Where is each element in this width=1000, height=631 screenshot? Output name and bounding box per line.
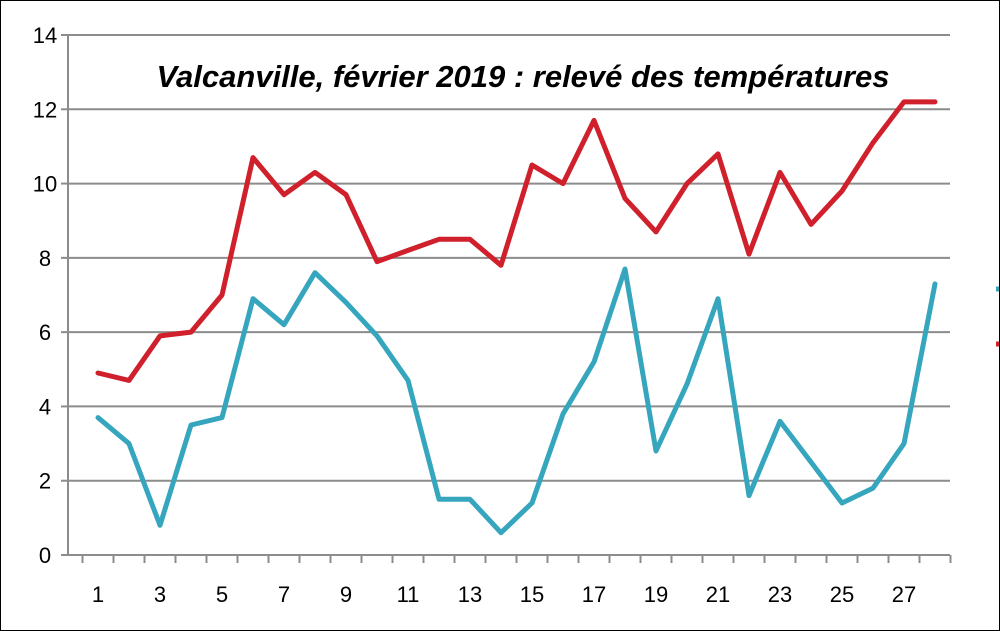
- x-tick-label: 27: [892, 582, 916, 607]
- y-tick-label: 10: [33, 172, 57, 197]
- x-tick-label: 25: [830, 582, 854, 607]
- series-line-1: [95, 99, 938, 383]
- gridlines: [68, 34, 950, 482]
- x-tick-label: 9: [340, 582, 352, 607]
- y-tick-label: 12: [33, 97, 57, 122]
- x-tick-label: 11: [397, 582, 420, 607]
- x-tick-label: 13: [458, 582, 482, 607]
- x-tick-label: 3: [154, 582, 166, 607]
- chart-title: Valcanville, février 2019 : relevé des t…: [157, 59, 890, 94]
- y-tick-labels: 0 2 4 6 8 10 12 14: [33, 23, 57, 568]
- y-tick-label: 0: [39, 543, 51, 568]
- y-tick-label: 4: [39, 394, 51, 419]
- series-line-2: [95, 266, 938, 536]
- legend-stubs: [996, 286, 999, 347]
- series-lines: [95, 99, 938, 536]
- x-tick-label: 15: [520, 582, 544, 607]
- y-tick-label: 14: [33, 23, 57, 48]
- axes: [61, 34, 952, 563]
- x-tick-label: 23: [768, 582, 792, 607]
- x-tick-label: 21: [706, 582, 730, 607]
- x-tick-label: 5: [216, 582, 228, 607]
- x-tick-label: 19: [644, 582, 668, 607]
- y-tick-label: 8: [39, 246, 51, 271]
- y-tick-label: 2: [39, 469, 51, 494]
- x-tick-label: 7: [278, 582, 290, 607]
- y-tick-label: 6: [39, 320, 51, 345]
- x-tick-label: 1: [92, 582, 104, 607]
- x-tick-label: 17: [582, 582, 606, 607]
- x-tick-labels: 1 3 5 7 9 11 13 15 17 19 21 23 25 27: [92, 582, 916, 607]
